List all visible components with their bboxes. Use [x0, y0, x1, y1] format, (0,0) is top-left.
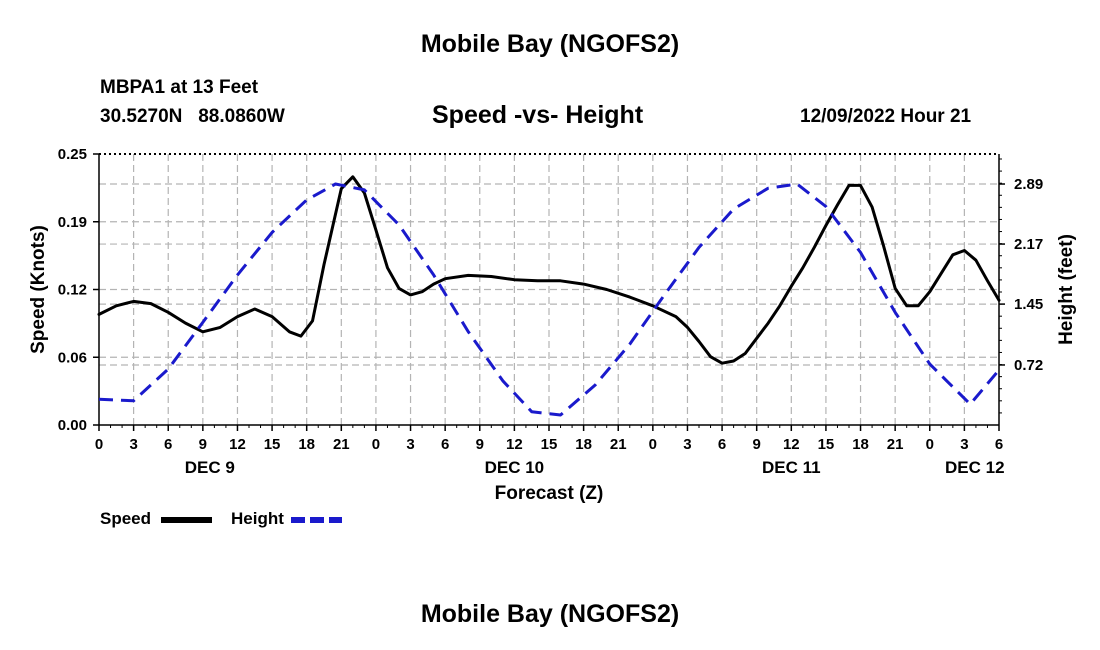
x-tick-label: 12: [506, 436, 523, 453]
forecast-datetime: 12/09/2022 Hour 21: [800, 106, 972, 127]
x-day-label: DEC 9: [185, 458, 235, 477]
x-tick-label: 3: [129, 436, 137, 453]
series-line-speed: [97, 175, 1001, 365]
x-tick-label: 0: [95, 436, 103, 453]
x-tick-label: 3: [406, 436, 414, 453]
y-tick-label: 0.12: [58, 282, 87, 299]
x-tick-label: 9: [476, 436, 484, 453]
x-tick-label: 21: [610, 436, 627, 453]
x-tick-label: 15: [264, 436, 281, 453]
station-label: MBPA1 at 13 Feet: [100, 77, 259, 98]
station-coordinates: 30.5270N 88.0860W: [100, 106, 285, 127]
y-tick-label: 0.25: [58, 146, 87, 163]
legend-speed-label: Speed: [100, 509, 152, 528]
y-tick-label: 0.19: [58, 214, 87, 231]
y2-tick-label: 2.89: [1014, 176, 1043, 193]
x-tick-label: 0: [372, 436, 380, 453]
x-tick-label: 3: [960, 436, 968, 453]
page-title: Mobile Bay (NGOFS2): [420, 30, 680, 58]
x-tick-label: 18: [852, 436, 869, 453]
x-day-label: DEC 10: [485, 458, 545, 477]
bottom-title: Mobile Bay (NGOFS2): [420, 600, 680, 628]
x-day-label: DEC 12: [945, 458, 1005, 477]
x-tick-label: 21: [887, 436, 904, 453]
x-tick-label: 6: [718, 436, 726, 453]
x-day-label: DEC 11: [762, 458, 821, 477]
x-tick-label: 18: [298, 436, 315, 453]
x-tick-label: 0: [926, 436, 934, 453]
x-tick-label: 15: [818, 436, 835, 453]
x-tick-label: 12: [229, 436, 246, 453]
y-tick-label: 0.00: [58, 417, 87, 434]
y2-tick-label: 1.45: [1014, 296, 1043, 313]
x-tick-label: 6: [441, 436, 449, 453]
x-tick-label: 18: [575, 436, 592, 453]
series-line-height: [98, 182, 1001, 417]
y2-axis-title: Height (feet): [1056, 234, 1077, 345]
x-tick-label: 3: [683, 436, 691, 453]
x-tick-label: 21: [333, 436, 350, 453]
x-tick-label: 9: [753, 436, 761, 453]
x-tick-label: 15: [541, 436, 558, 453]
x-axis-title: Forecast (Z): [495, 483, 604, 504]
legend-height-label: Height: [231, 509, 284, 528]
x-tick-label: 0: [649, 436, 657, 453]
y2-tick-label: 0.72: [1014, 357, 1043, 374]
x-tick-label: 6: [995, 436, 1003, 453]
y-axis-title: Speed (Knots): [28, 225, 49, 354]
x-tick-label: 6: [164, 436, 172, 453]
y2-tick-label: 2.17: [1014, 236, 1043, 253]
x-tick-label: 12: [783, 436, 800, 453]
x-tick-label: 9: [199, 436, 207, 453]
y-tick-label: 0.06: [58, 349, 87, 366]
chart-subtitle: Speed -vs- Height: [432, 101, 644, 129]
